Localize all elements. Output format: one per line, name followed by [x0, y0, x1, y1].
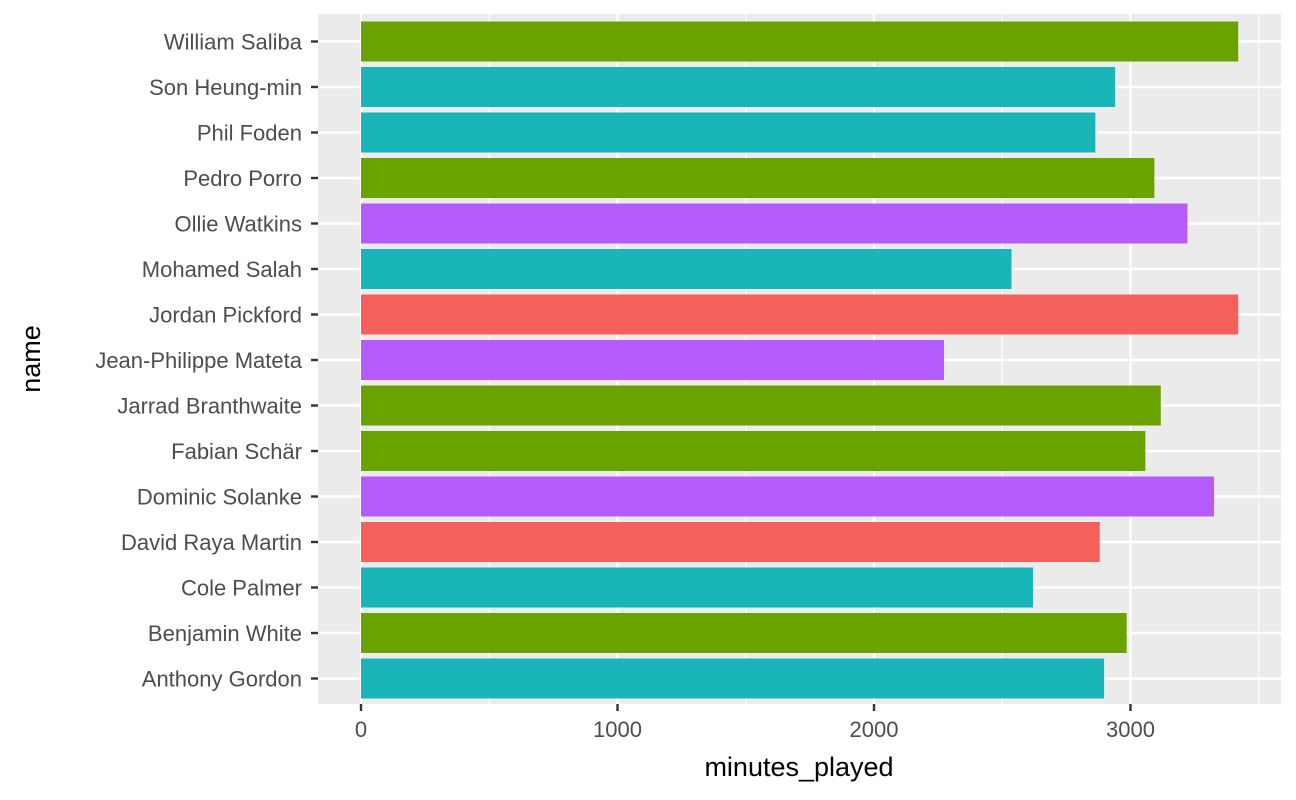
- bars: [361, 21, 1239, 699]
- x-tick-label: 2000: [850, 717, 899, 742]
- bar: [361, 21, 1239, 62]
- y-tick-label: Fabian Schär: [171, 439, 302, 464]
- y-tick-label: Pedro Porro: [183, 166, 302, 191]
- y-tick-label: Anthony Gordon: [142, 667, 302, 692]
- x-tick-label: 0: [355, 717, 367, 742]
- bar: [361, 658, 1105, 699]
- bar: [361, 67, 1116, 107]
- bar: [361, 203, 1188, 244]
- x-tick-label: 1000: [593, 717, 642, 742]
- x-axis-title: minutes_played: [704, 752, 893, 782]
- y-tick-label: Mohamed Salah: [142, 257, 302, 282]
- y-tick-label: Son Heung-min: [149, 75, 302, 100]
- y-axis: William Saliba Son Heung-min Phil Foden Ped…: [95, 30, 318, 692]
- y-tick-label: Cole Palmer: [181, 576, 302, 601]
- y-axis-title: name: [16, 325, 46, 393]
- y-tick-label: Jarrad Branthwaite: [117, 394, 302, 419]
- x-axis: 0 1000 2000 3000: [355, 704, 1155, 742]
- bar: [361, 112, 1096, 153]
- x-tick-label: 3000: [1106, 717, 1155, 742]
- bar: [361, 249, 1012, 289]
- bar: [361, 294, 1239, 335]
- bar: [361, 476, 1215, 517]
- y-tick-label: Dominic Solanke: [137, 485, 302, 510]
- y-tick-label: William Saliba: [164, 30, 303, 55]
- bar: [361, 340, 945, 380]
- bar: [361, 158, 1155, 198]
- y-tick-label: Phil Foden: [197, 121, 302, 146]
- y-tick-label: Jean-Philippe Mateta: [95, 348, 302, 373]
- y-tick-label: Benjamin White: [148, 621, 302, 646]
- bar: [361, 613, 1127, 653]
- bar: [361, 431, 1146, 471]
- y-tick-label: Jordan Pickford: [149, 303, 302, 328]
- bar: [361, 522, 1100, 562]
- bar: [361, 385, 1161, 426]
- bar: [361, 567, 1034, 608]
- y-tick-label: David Raya Martin: [121, 530, 302, 555]
- y-tick-label: Ollie Watkins: [174, 212, 302, 237]
